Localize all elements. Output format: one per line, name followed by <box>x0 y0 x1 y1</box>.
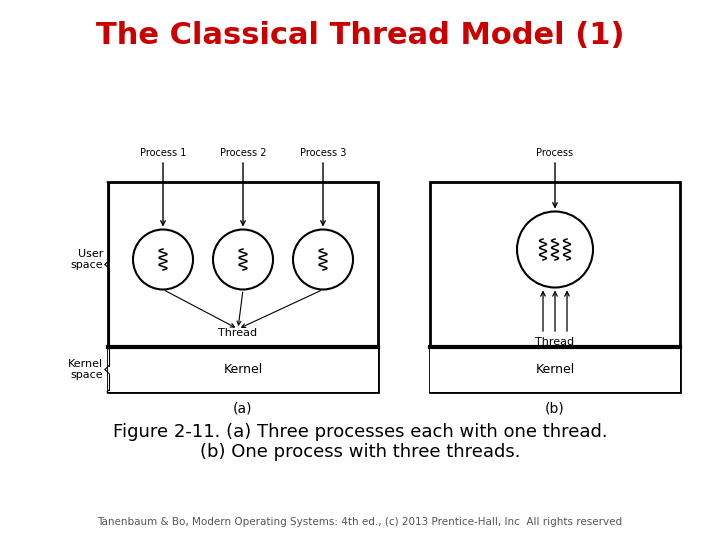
Text: Process 1: Process 1 <box>140 148 186 158</box>
Text: Kernel
space: Kernel space <box>68 359 103 380</box>
Bar <box>108 347 378 392</box>
Circle shape <box>133 230 193 289</box>
Text: (a): (a) <box>233 401 253 415</box>
Bar <box>430 182 680 392</box>
Text: (b): (b) <box>545 401 565 415</box>
Text: Kernel: Kernel <box>536 363 575 376</box>
Text: Kernel: Kernel <box>223 363 263 376</box>
Text: Process: Process <box>536 148 574 158</box>
Text: (b) One process with three threads.: (b) One process with three threads. <box>199 443 521 461</box>
Circle shape <box>293 230 353 289</box>
Circle shape <box>517 212 593 287</box>
Bar <box>430 347 680 392</box>
Text: User
space: User space <box>71 249 103 271</box>
Text: Thread: Thread <box>218 328 258 338</box>
Text: The Classical Thread Model (1): The Classical Thread Model (1) <box>96 21 624 50</box>
Text: Tanenbaum & Bo, Modern Operating Systems: 4th ed., (c) 2013 Prentice-Hall, Inc  : Tanenbaum & Bo, Modern Operating Systems… <box>97 517 623 527</box>
Bar <box>108 182 378 392</box>
Text: Thread: Thread <box>536 337 575 347</box>
Text: Figure 2-11. (a) Three processes each with one thread.: Figure 2-11. (a) Three processes each wi… <box>113 423 607 441</box>
Text: Process 3: Process 3 <box>300 148 346 158</box>
Circle shape <box>213 230 273 289</box>
Text: Process 2: Process 2 <box>220 148 266 158</box>
